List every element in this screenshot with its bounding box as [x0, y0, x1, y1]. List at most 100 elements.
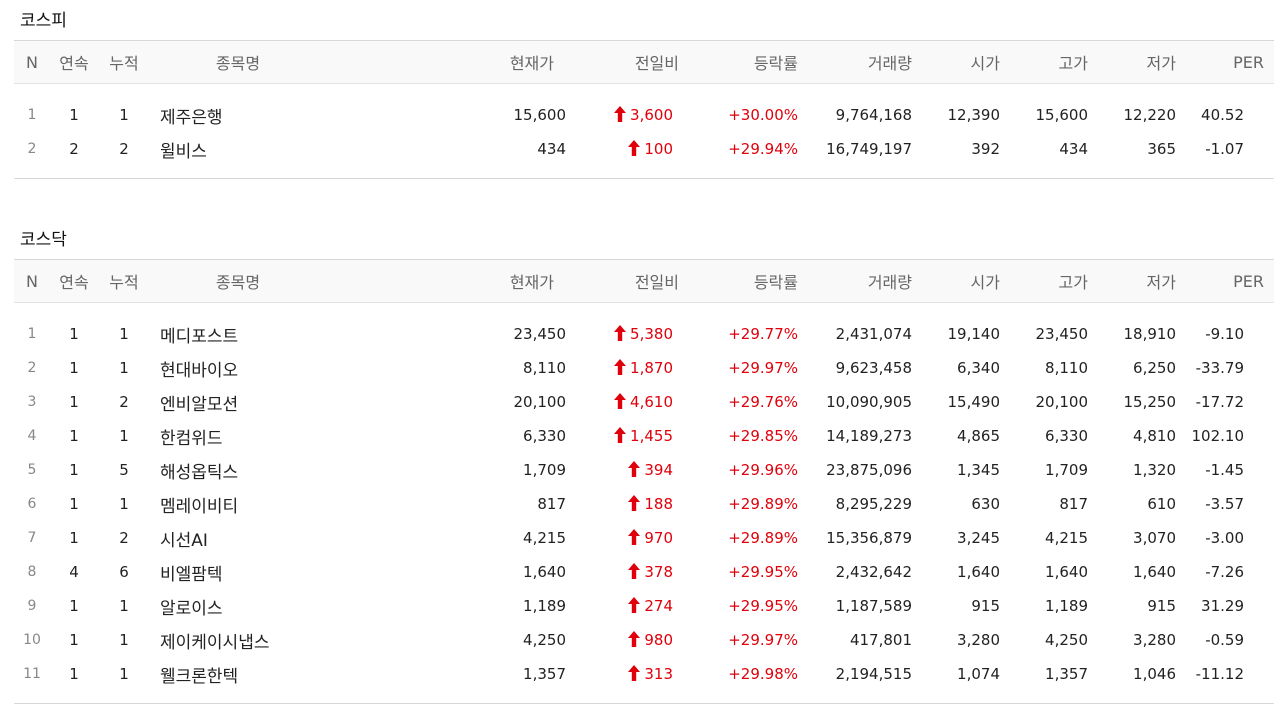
col-cumulative: 누적	[98, 40, 150, 84]
per-value-cell: -0.59	[1205, 631, 1244, 649]
col-low[interactable]: 저가	[1088, 40, 1176, 84]
stock-name-link[interactable]: 윌비스	[160, 141, 207, 162]
row-number-cell: 2	[27, 360, 37, 376]
row-streak-cell: 2	[69, 140, 79, 158]
per-value-cell: 102.10	[1191, 427, 1245, 445]
col-diff[interactable]: 전일비	[566, 259, 685, 303]
current-price-cell: 8,110	[523, 359, 566, 377]
stock-name-link[interactable]: 메디포스트	[160, 326, 239, 347]
volume-cell: 23,875,096	[826, 461, 912, 479]
col-name[interactable]: 종목명	[150, 259, 326, 303]
stock-name-link[interactable]: 제이케이시냅스	[160, 632, 270, 653]
col-rate[interactable]: 등락률	[685, 259, 804, 303]
col-per[interactable]: PER	[1176, 259, 1274, 303]
row-streak-cell: 4	[69, 563, 79, 581]
kosdaq-section: 코스닥 N 연속 누적 종목명 현재가 전일비 등락률 거래량 시가 고가 저가…	[14, 219, 1274, 704]
table-row: 10 1 1 제이케이시냅스 4,250 980 +29.97% 417,801 3,280 4,…	[14, 623, 1274, 657]
price-change-value: 970	[644, 529, 673, 547]
col-rate[interactable]: 등락률	[685, 40, 804, 84]
stock-name-link[interactable]: 제주은행	[160, 107, 223, 128]
stock-name-link[interactable]: 시선AI	[160, 530, 208, 551]
spacer-cell	[14, 303, 1274, 318]
table-row: 11 1 1 웰크론한텍 1,357 313 +29.98% 2,194,515 1,074 1,…	[14, 657, 1274, 691]
low-price-cell: 3,070	[1133, 529, 1176, 547]
per-value-cell: -11.12	[1195, 665, 1244, 683]
stock-name-link[interactable]: 웰크론한텍	[160, 666, 239, 687]
per-value-cell: 31.29	[1201, 597, 1244, 615]
volume-cell: 2,194,515	[835, 665, 912, 683]
col-diff[interactable]: 전일비	[566, 40, 685, 84]
stock-name-cell: 엔비알모션	[150, 385, 326, 419]
stock-name-link[interactable]: 알로이스	[160, 598, 223, 619]
stock-name-link[interactable]: 비엘팜텍	[160, 564, 223, 585]
col-open[interactable]: 시가	[912, 259, 1000, 303]
low-price-cell: 1,320	[1133, 461, 1176, 479]
row-streak-cell: 1	[69, 359, 79, 377]
row-cumulative-cell: 1	[119, 427, 129, 445]
stock-name-link[interactable]: 멤레이비티	[160, 496, 239, 517]
per-value-cell: -1.45	[1205, 461, 1244, 479]
col-high[interactable]: 고가	[1000, 259, 1088, 303]
row-streak-cell: 1	[69, 393, 79, 411]
row-streak-cell: 1	[69, 631, 79, 649]
change-rate-cell: +29.94%	[728, 140, 798, 158]
col-name[interactable]: 종목명	[150, 40, 326, 84]
high-price-cell: 20,100	[1035, 393, 1089, 411]
stock-name-cell: 멤레이비티	[150, 487, 326, 521]
change-rate-cell: +29.95%	[728, 597, 798, 615]
col-high[interactable]: 고가	[1000, 40, 1088, 84]
col-low[interactable]: 저가	[1088, 259, 1176, 303]
stock-name-link[interactable]: 엔비알모션	[160, 394, 239, 415]
up-arrow-icon	[628, 597, 641, 613]
row-streak-cell: 1	[69, 495, 79, 513]
row-streak-cell: 1	[69, 665, 79, 683]
col-open[interactable]: 시가	[912, 40, 1000, 84]
current-price-cell: 20,100	[513, 393, 567, 411]
up-arrow-icon	[628, 529, 641, 545]
per-value-cell: -7.26	[1205, 563, 1244, 581]
row-streak-cell: 1	[69, 325, 79, 343]
col-volume[interactable]: 거래량	[804, 259, 912, 303]
current-price-cell: 23,450	[513, 325, 567, 343]
table-row: 1 1 1 메디포스트 23,450 5,380 +29.77% 2,431,074 19,14…	[14, 317, 1274, 351]
low-price-cell: 610	[1147, 495, 1176, 513]
col-volume[interactable]: 거래량	[804, 40, 912, 84]
row-number-cell: 6	[27, 496, 37, 512]
price-change-value: 394	[644, 461, 673, 479]
table-row: 6 1 1 멤레이비티 817 188 +29.89% 8,295,229 630 817 610 -…	[14, 487, 1274, 521]
stock-name-link[interactable]: 한컴위드	[160, 428, 223, 449]
col-streak: 연속	[50, 259, 98, 303]
stock-name-link[interactable]: 해성옵틱스	[160, 462, 239, 483]
row-streak-cell: 1	[69, 529, 79, 547]
price-change-cell: 3,600	[566, 98, 685, 132]
col-price[interactable]: 현재가	[326, 259, 566, 303]
row-number-cell: 1	[27, 107, 37, 123]
row-cumulative-cell: 5	[119, 461, 129, 479]
col-per[interactable]: PER	[1176, 40, 1274, 84]
price-change-value: 100	[644, 140, 673, 158]
table-row: 1 1 1 제주은행 15,600 3,600 +30.00% 9,764,168 12,390…	[14, 98, 1274, 132]
row-cumulative-cell: 1	[119, 631, 129, 649]
stock-name-cell: 메디포스트	[150, 317, 326, 351]
change-rate-cell: +29.95%	[728, 563, 798, 581]
low-price-cell: 3,280	[1133, 631, 1176, 649]
low-price-cell: 6,250	[1133, 359, 1176, 377]
kosdaq-rows: 1 1 1 메디포스트 23,450 5,380 +29.77% 2,431,074 19,14…	[14, 303, 1274, 704]
price-change-cell: 5,380	[566, 317, 685, 351]
row-cumulative-cell: 1	[119, 665, 129, 683]
stock-name-link[interactable]: 현대바이오	[160, 360, 239, 381]
price-change-value: 980	[644, 631, 673, 649]
row-number-cell: 1	[27, 326, 37, 342]
col-price[interactable]: 현재가	[326, 40, 566, 84]
stock-name-cell: 웰크론한텍	[150, 657, 326, 691]
row-number-cell: 8	[27, 564, 37, 580]
kospi-title: 코스피	[20, 11, 67, 31]
up-arrow-icon	[628, 631, 641, 647]
low-price-cell: 365	[1147, 140, 1176, 158]
change-rate-cell: +30.00%	[728, 106, 798, 124]
open-price-cell: 4,865	[957, 427, 1000, 445]
change-rate-cell: +29.96%	[728, 461, 798, 479]
spacer-cell	[14, 691, 1274, 704]
change-rate-cell: +29.89%	[728, 529, 798, 547]
up-arrow-icon	[628, 563, 641, 579]
